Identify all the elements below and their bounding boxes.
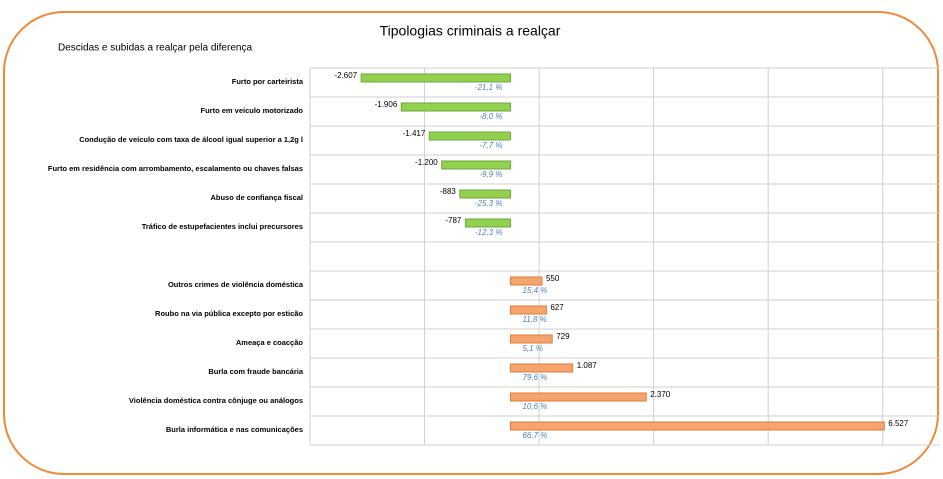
- change-label: 11,8 %: [522, 315, 546, 324]
- bar: [509, 363, 574, 373]
- bar: [509, 305, 547, 315]
- change-label: -9,9 %: [479, 170, 502, 179]
- category-label: Roubo na via pública excepto por esticão: [155, 309, 303, 318]
- bar: [400, 102, 511, 112]
- value-label: 550: [546, 274, 560, 283]
- category-label: Ameaça e coacção: [236, 338, 304, 347]
- chart-subtitle: Descidas e subidas a realçar pela difere…: [58, 43, 252, 54]
- bar: [428, 131, 511, 141]
- value-label: -2.607: [334, 71, 357, 80]
- value-label: -1.906: [375, 100, 398, 109]
- bar: [441, 160, 511, 170]
- value-label: -1.200: [415, 158, 438, 167]
- category-label: Outros crimes de violência doméstica: [168, 280, 304, 289]
- change-label: 5,1 %: [522, 344, 542, 353]
- value-label: 729: [556, 332, 570, 341]
- value-label: 627: [550, 303, 564, 312]
- change-label: 15,4 %: [522, 286, 547, 295]
- bar: [509, 392, 647, 402]
- value-label: -1.417: [403, 129, 426, 138]
- change-label: -12,3 %: [475, 228, 503, 237]
- value-label: -787: [445, 216, 462, 225]
- value-label: 6.527: [888, 419, 909, 428]
- bar: [464, 218, 511, 228]
- category-label: Furto em residência com arrombamento, es…: [48, 164, 303, 173]
- value-label: 1.087: [577, 361, 598, 370]
- change-label: -7,7 %: [479, 141, 502, 150]
- category-label: Violência doméstica contra cônjuge ou an…: [129, 396, 303, 405]
- category-label: Condução de veículo com taxa de álcool i…: [79, 135, 303, 144]
- category-label: Furto por carteirista: [232, 77, 304, 86]
- category-label: Furto em veículo motorizado: [200, 106, 303, 115]
- category-label: Burla informática e nas comunicações: [166, 425, 303, 434]
- bar: [459, 189, 511, 199]
- change-label: 79,6 %: [522, 373, 547, 382]
- bar: [360, 73, 511, 83]
- value-label: -883: [440, 187, 457, 196]
- bar: [509, 276, 543, 286]
- change-label: -25,3 %: [475, 199, 503, 208]
- value-label: 2.370: [650, 390, 671, 399]
- bar: [509, 421, 885, 431]
- category-label: Abuso de confiança fiscal: [210, 193, 303, 202]
- frame: [3, 11, 939, 475]
- chart-title: Tipologias criminais a realçar: [380, 23, 561, 39]
- change-label: 66,7 %: [522, 431, 547, 440]
- bar: [509, 334, 553, 344]
- change-label: -21,1 %: [475, 83, 503, 92]
- change-label: -8,0 %: [479, 112, 502, 121]
- category-label: Burla com fraude bancária: [208, 367, 303, 376]
- category-label: Tráfico de estupefacientes inclui precur…: [142, 222, 303, 231]
- change-label: 10,6 %: [522, 402, 547, 411]
